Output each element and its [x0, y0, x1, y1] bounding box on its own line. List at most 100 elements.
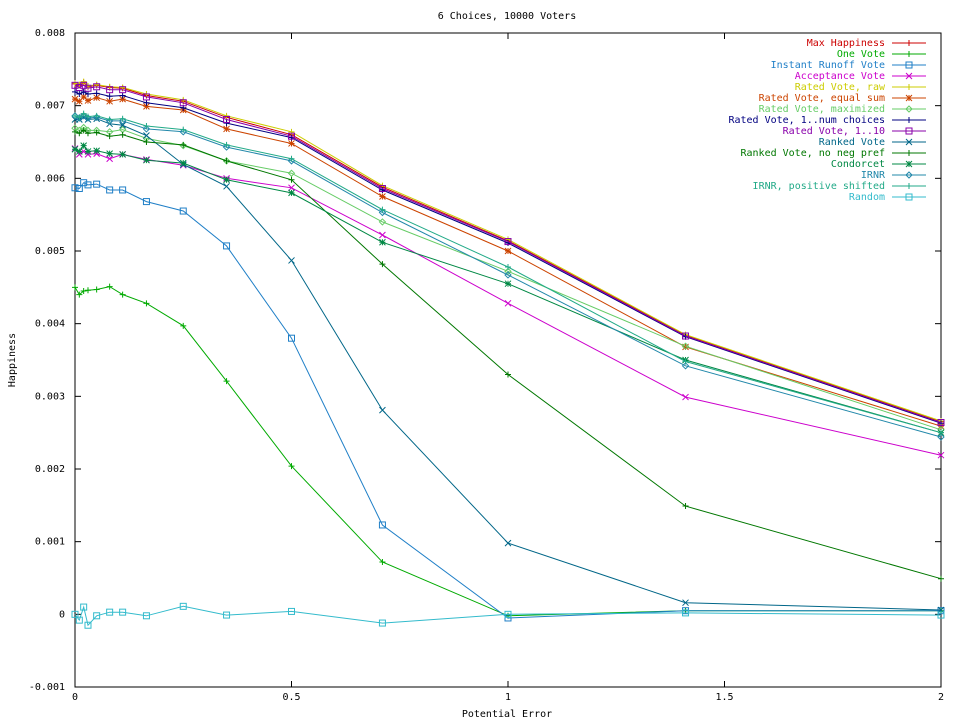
y-tick-label: 0.007 [35, 101, 65, 112]
data-point [682, 599, 689, 607]
data-point [75, 148, 83, 155]
data-point [288, 128, 295, 135]
data-point [682, 332, 690, 340]
series-1 [72, 283, 944, 619]
data-point [379, 231, 386, 239]
data-point [80, 142, 88, 149]
data-point [72, 112, 78, 119]
data-point [379, 238, 386, 246]
y-tick-label: 0.002 [35, 464, 65, 475]
data-point [119, 86, 127, 94]
data-point [223, 182, 230, 190]
data-point [76, 291, 83, 298]
data-point [71, 184, 79, 192]
legend-marker [905, 193, 913, 201]
data-point [223, 141, 230, 148]
data-point [223, 242, 231, 250]
data-point [288, 132, 295, 140]
series-line [74, 129, 942, 580]
x-tick-label: 0 [72, 692, 78, 703]
legend-marker [906, 150, 912, 156]
data-point [93, 129, 100, 136]
data-point [106, 86, 114, 94]
data-point [504, 614, 512, 622]
data-point [143, 156, 150, 164]
data-point [379, 206, 386, 213]
data-point [223, 378, 230, 385]
legend-marker [906, 51, 912, 57]
data-point [179, 99, 187, 107]
data-point [93, 286, 100, 293]
data-point [505, 371, 511, 378]
y-axis-label: Happiness [7, 333, 18, 387]
data-point [75, 185, 83, 193]
x-tick-label: 1.5 [715, 692, 733, 703]
series-layer [71, 78, 945, 629]
data-point [288, 140, 295, 147]
data-point [179, 159, 187, 167]
data-point [93, 83, 101, 91]
series-line [74, 605, 942, 627]
series-5 [71, 93, 945, 430]
data-point [118, 117, 127, 125]
axes: -0.001 0 0.001 0.002 0.003 0.004 0.005 0.006 0.0… [29, 28, 944, 703]
data-point [938, 429, 944, 436]
y-tick-label: 0.003 [35, 391, 65, 402]
data-point [72, 80, 78, 87]
legend-label: Acceptance Vote [795, 71, 885, 82]
data-point [80, 78, 87, 85]
data-point [378, 218, 387, 226]
data-point [84, 621, 92, 629]
data-point [142, 198, 150, 206]
data-point [223, 125, 230, 133]
data-point [504, 539, 512, 547]
data-point [119, 131, 126, 138]
data-point [504, 280, 512, 288]
data-point [179, 128, 187, 136]
y-tick-label: 0.004 [35, 319, 65, 330]
data-point [72, 128, 78, 135]
legend-label: Rated Vote, 1..num choices [728, 115, 885, 126]
data-point [379, 406, 386, 414]
data-point [119, 186, 127, 194]
x-tick-label: 2 [938, 692, 944, 703]
legend-marker [905, 171, 913, 179]
legend-label: Rated Vote, equal sum [759, 93, 885, 104]
data-point [143, 300, 150, 307]
legend-marker [905, 138, 913, 146]
data-point [288, 463, 295, 470]
data-point [223, 115, 231, 123]
data-point [84, 181, 92, 189]
legend-marker [906, 183, 912, 189]
data-point [378, 185, 386, 193]
data-point [223, 112, 230, 119]
data-point [76, 91, 83, 98]
data-point [80, 603, 88, 611]
data-point [106, 116, 113, 123]
legend-label: IRNR [861, 170, 886, 181]
data-point [76, 130, 83, 137]
series-10 [72, 127, 944, 582]
data-point [84, 91, 91, 98]
data-point [682, 503, 689, 510]
data-point [84, 130, 91, 137]
legend-label: Ranked Vote, no neg pref [741, 148, 886, 159]
legend-label: Ranked Vote [819, 137, 885, 148]
x-axis-label: Potential Error [462, 709, 552, 720]
legend-marker [906, 40, 912, 46]
data-point [504, 610, 512, 618]
data-point [179, 207, 187, 215]
data-point [119, 115, 126, 122]
data-point [288, 176, 295, 183]
data-point [180, 141, 187, 148]
legend-marker [905, 127, 913, 135]
data-point [143, 103, 150, 110]
data-point [937, 433, 945, 441]
series-12 [71, 112, 945, 441]
data-point [288, 334, 295, 342]
data-point [504, 238, 512, 246]
legend-label: Random [849, 192, 885, 203]
data-point [288, 189, 295, 197]
data-point [75, 616, 83, 624]
legend-marker [905, 160, 913, 168]
